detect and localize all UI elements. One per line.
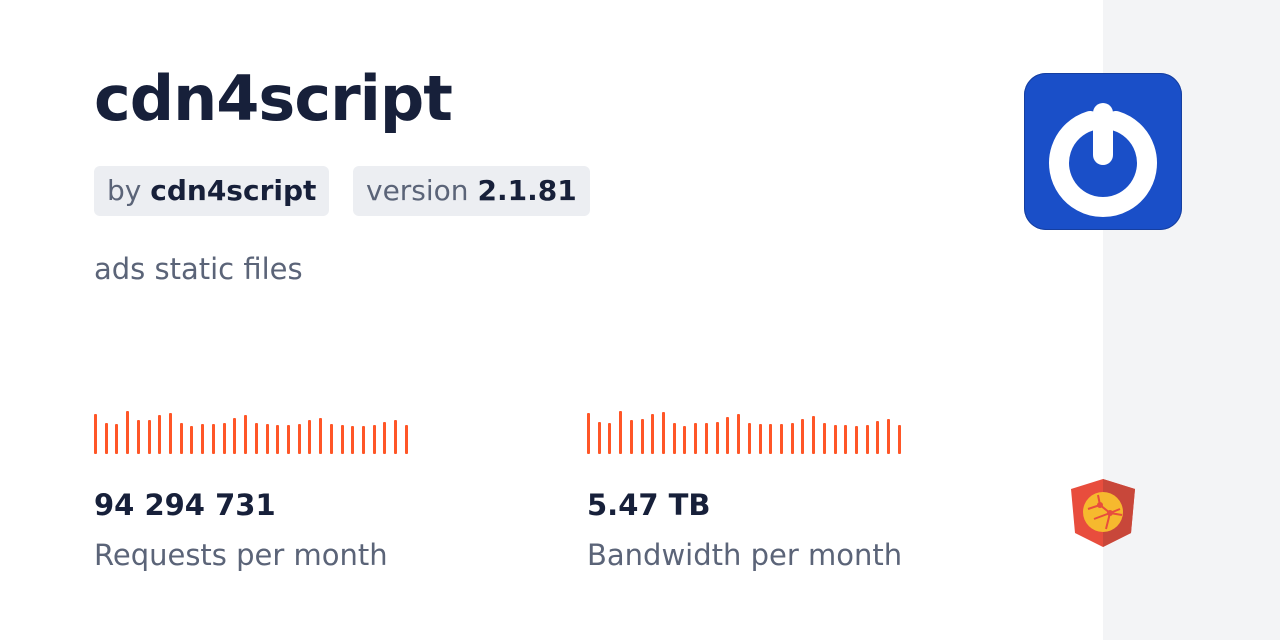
sparkline-bar (629, 419, 633, 454)
sparkline-bar (865, 425, 869, 454)
package-title: cdn4script (94, 62, 453, 135)
sparkline-bar (876, 420, 880, 454)
package-logo (1024, 73, 1182, 230)
sparkline-bar (683, 426, 687, 454)
requests-value: 94 294 731 (94, 488, 276, 522)
sparkline-bar (672, 422, 676, 454)
sparkline-bar (801, 418, 805, 454)
sparkline-bar (747, 422, 751, 454)
sparkline-bar (715, 421, 719, 454)
sparkline-bar (179, 422, 183, 454)
sparkline-bar (201, 423, 205, 454)
sparkline-bar (662, 412, 666, 454)
sparkline-bar (694, 422, 698, 454)
version-badge: version 2.1.81 (353, 166, 590, 216)
sparkline-bar (362, 426, 365, 454)
sparkline-bar (779, 423, 783, 454)
sparkline-bar (104, 422, 108, 454)
sparkline-bar (790, 422, 794, 454)
sparkline-bar (115, 423, 119, 454)
sparkline-bar (726, 417, 730, 454)
sparkline-bar (587, 413, 590, 454)
sparkline-bar (651, 414, 655, 454)
sparkline-bar (769, 423, 773, 454)
sparkline-bar (833, 425, 837, 454)
version-prefix: version (366, 174, 469, 207)
sparkline-bar (844, 425, 848, 454)
sparkline-bar (276, 425, 280, 454)
sparkline-bar (619, 411, 623, 454)
sparkline-bar (351, 426, 355, 454)
sparkline-bar (855, 426, 858, 454)
author-name: cdn4script (150, 174, 317, 207)
jsdelivr-shield-icon (1070, 479, 1136, 551)
sparkline-bar (404, 425, 408, 454)
sparkline-bar (222, 422, 226, 454)
power-icon (1049, 103, 1157, 218)
sparkline-bar (887, 418, 891, 454)
sparkline-bar (254, 422, 258, 454)
sparkline-bar (812, 416, 816, 454)
sparkline-bar (211, 423, 215, 454)
sparkline-bar (147, 419, 151, 454)
sparkline-bar (136, 419, 140, 454)
sparkline-bar (897, 425, 901, 454)
sparkline-bar (190, 426, 194, 454)
sparkline-bar (608, 422, 612, 454)
sparkline-bar (297, 423, 301, 454)
sparkline-bar (372, 425, 376, 454)
sparkline-bar (822, 422, 826, 454)
sparkline-bar (383, 421, 387, 454)
sparkline-bar (319, 417, 323, 454)
sparkline-bar (394, 419, 398, 454)
requests-sparkline (94, 400, 414, 454)
bandwidth-value: 5.47 TB (587, 488, 711, 522)
sparkline-bar (233, 417, 237, 454)
version-number: 2.1.81 (477, 174, 577, 207)
sparkline-bar (640, 418, 644, 454)
sparkline-bar (169, 413, 173, 454)
sparkline-bar (737, 414, 741, 454)
package-description: ads static files (94, 252, 303, 286)
sparkline-bar (265, 423, 269, 454)
sparkline-bar (597, 421, 601, 454)
sparkline-bar (126, 411, 130, 454)
sparkline-bar (329, 423, 333, 454)
requests-label: Requests per month (94, 538, 388, 572)
sparkline-bar (340, 425, 344, 454)
author-prefix: by (107, 174, 142, 207)
author-badge: by cdn4script (94, 166, 330, 216)
sparkline-bar (158, 415, 162, 454)
bandwidth-sparkline (587, 400, 907, 454)
sparkline-bar (758, 423, 762, 454)
sparkline-bar (244, 415, 248, 454)
sparkline-bar (286, 425, 290, 454)
bandwidth-label: Bandwidth per month (587, 538, 903, 572)
sparkline-bar (704, 422, 708, 454)
sparkline-bar (308, 419, 312, 454)
sparkline-bar (94, 414, 97, 454)
